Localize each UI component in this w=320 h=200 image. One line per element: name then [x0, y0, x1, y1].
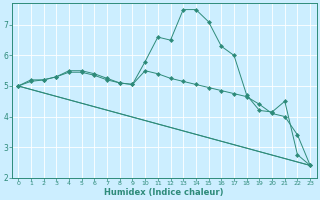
- X-axis label: Humidex (Indice chaleur): Humidex (Indice chaleur): [104, 188, 224, 197]
